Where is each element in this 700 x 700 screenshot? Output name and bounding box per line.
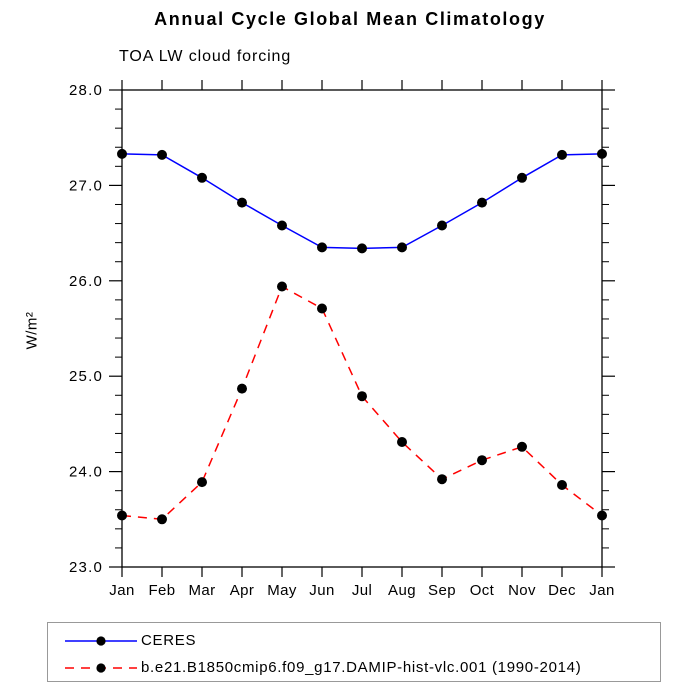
series-line-1 — [121, 285, 603, 521]
legend-label-model: b.e21.B1850cmip6.f09_g17.DAMIP-hist-vlc.… — [141, 659, 582, 676]
data-point-series-0 — [117, 148, 127, 159]
y-tick-label: 26.0 — [69, 273, 103, 290]
x-tick-label: Jun — [309, 582, 334, 599]
x-tick-label: Nov — [508, 582, 536, 599]
plot-frame — [121, 89, 603, 568]
data-point-series-1 — [197, 477, 207, 488]
data-point-series-0 — [277, 220, 287, 231]
y-tick-label: 25.0 — [69, 368, 103, 385]
x-tick-label: Jan — [589, 582, 614, 599]
data-point-series-1 — [397, 437, 407, 447]
legend-item-ceres: CERES — [64, 627, 660, 654]
y-tick-label: 23.0 — [69, 559, 103, 576]
data-point-series-1 — [357, 391, 367, 402]
x-tick-label: Jul — [352, 582, 372, 599]
x-tick-label: Jan — [109, 582, 134, 599]
x-tick-label: Aug — [388, 582, 416, 599]
data-point-series-1 — [437, 474, 447, 485]
data-point-series-1 — [477, 455, 487, 466]
data-point-series-0 — [557, 149, 567, 160]
x-tick-label: Oct — [470, 582, 495, 599]
x-tick-label: Dec — [548, 582, 576, 599]
data-point-series-0 — [397, 242, 407, 253]
legend-marker-dot — [96, 635, 106, 646]
plot-area: Jan Feb Mar Apr May Jun Jul Aug Sep Oct Nov Dec Jan 2… — [69, 80, 615, 599]
data-point-series-0 — [437, 220, 447, 231]
legend: CERES b.e21.B1850cmip6.f09_g17.DAMIP-his… — [47, 622, 661, 682]
x-tick-label: Apr — [230, 582, 255, 599]
y-tick-label: 24.0 — [69, 464, 103, 481]
data-point-series-0 — [477, 197, 487, 208]
data-point-series-1 — [597, 510, 607, 521]
x-tick-label: May — [267, 582, 297, 599]
series-line-0 — [121, 153, 603, 250]
data-point-series-1 — [557, 480, 567, 490]
data-point-series-0 — [157, 149, 167, 160]
x-tick-label: Feb — [148, 582, 175, 599]
y-tick-label: 28.0 — [69, 82, 103, 99]
x-tick-label: Mar — [188, 582, 215, 599]
chart-title: Annual Cycle Global Mean Climatology — [154, 9, 546, 29]
data-point-series-1 — [517, 441, 527, 452]
data-point-series-1 — [117, 510, 127, 521]
legend-line-sample-solid — [65, 635, 137, 646]
data-point-series-1 — [277, 281, 287, 292]
data-point-series-0 — [317, 242, 327, 253]
data-point-series-1 — [157, 514, 167, 525]
legend-line-sample-dashed — [65, 662, 137, 673]
data-point-series-1 — [317, 303, 327, 314]
legend-item-model: b.e21.B1850cmip6.f09_g17.DAMIP-hist-vlc.… — [64, 654, 660, 681]
data-point-series-0 — [357, 243, 367, 254]
x-tick-label: Sep — [428, 582, 456, 599]
y-tick-label: 27.0 — [69, 177, 103, 194]
data-point-series-0 — [197, 172, 207, 183]
chart-subtitle: TOA LW cloud forcing — [119, 48, 292, 65]
data-point-series-0 — [597, 148, 607, 159]
data-point-series-1 — [237, 383, 247, 394]
legend-marker-dot — [96, 662, 106, 673]
data-point-series-0 — [237, 197, 247, 208]
data-point-series-0 — [517, 172, 527, 183]
legend-label-ceres: CERES — [141, 632, 197, 649]
